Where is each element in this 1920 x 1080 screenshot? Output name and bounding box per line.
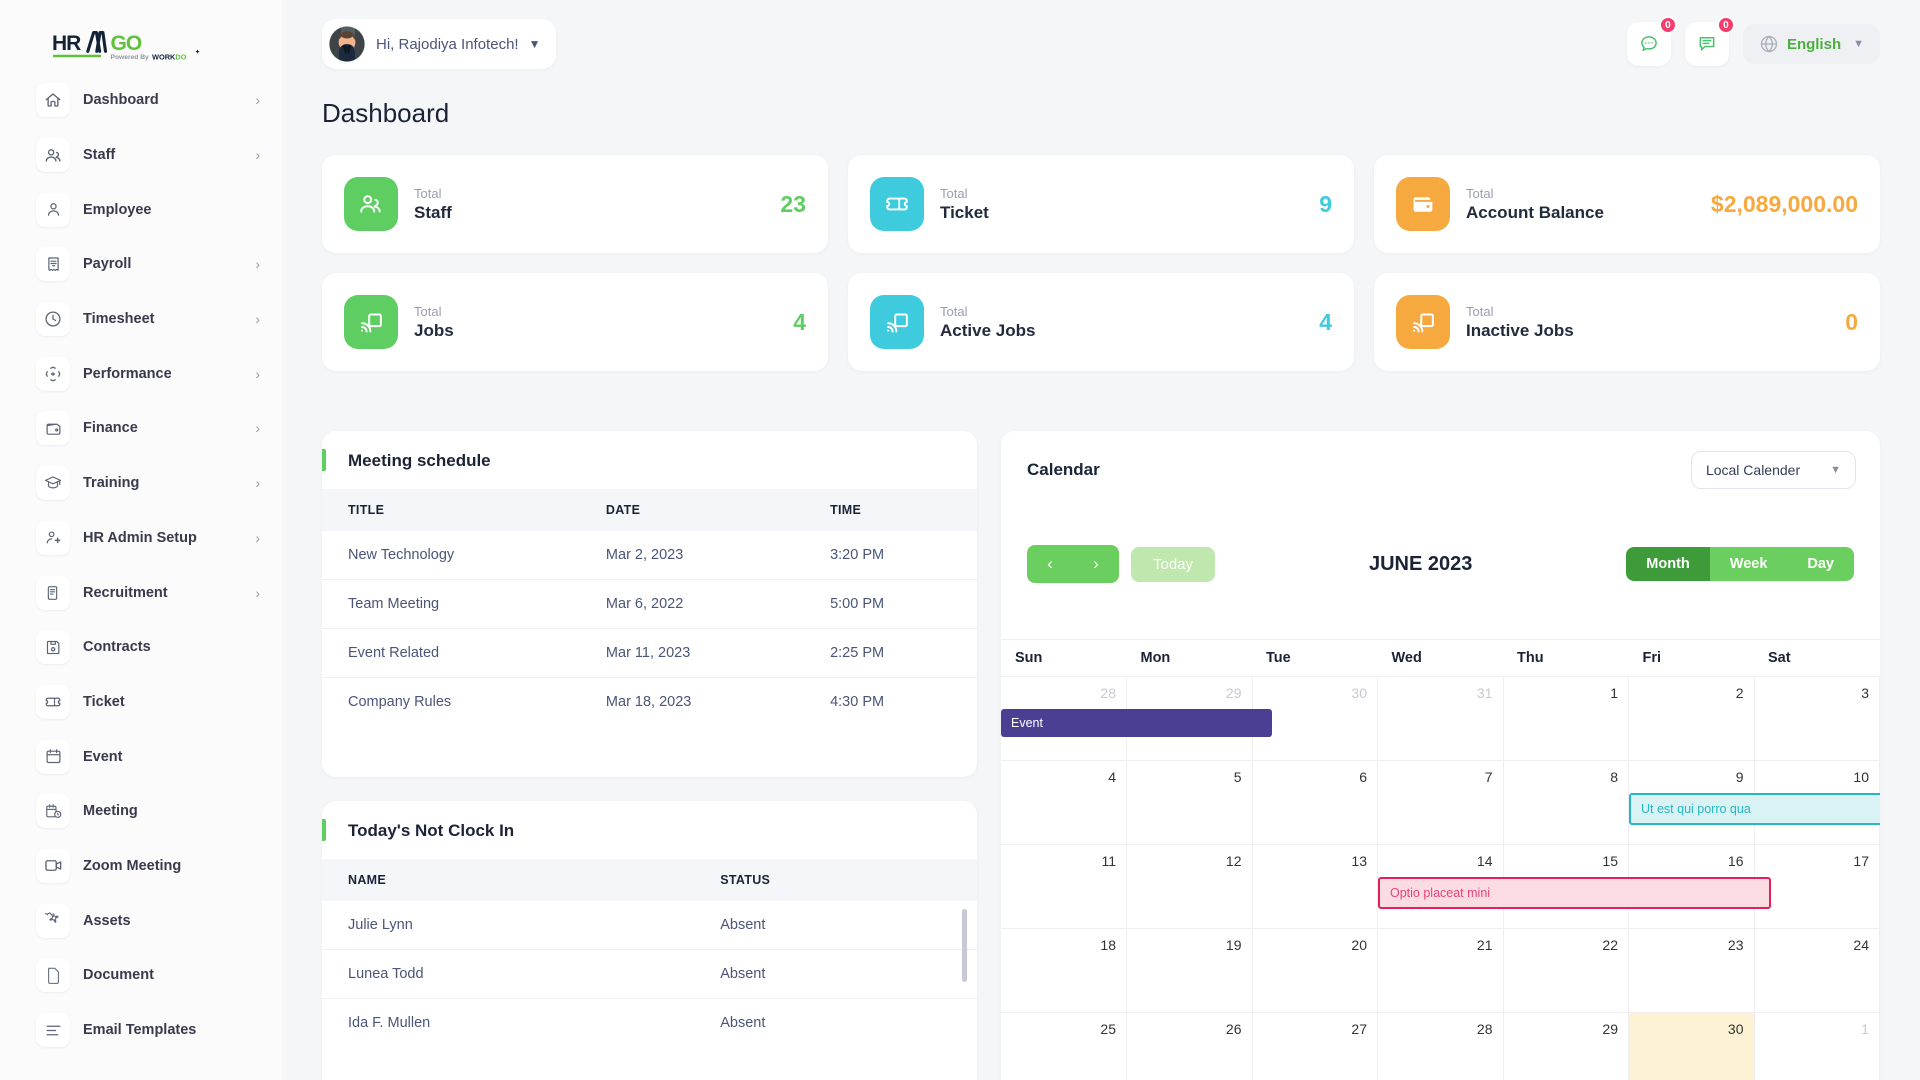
svg-text:GO: GO bbox=[111, 32, 142, 55]
svg-text:HR: HR bbox=[52, 32, 81, 55]
svg-text:WORKDO: WORKDO bbox=[152, 52, 187, 61]
svg-text:Powered By: Powered By bbox=[111, 54, 150, 61]
